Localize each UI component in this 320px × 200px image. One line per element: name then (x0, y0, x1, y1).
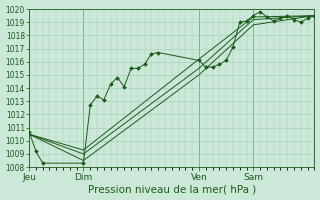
X-axis label: Pression niveau de la mer( hPa ): Pression niveau de la mer( hPa ) (88, 184, 256, 194)
